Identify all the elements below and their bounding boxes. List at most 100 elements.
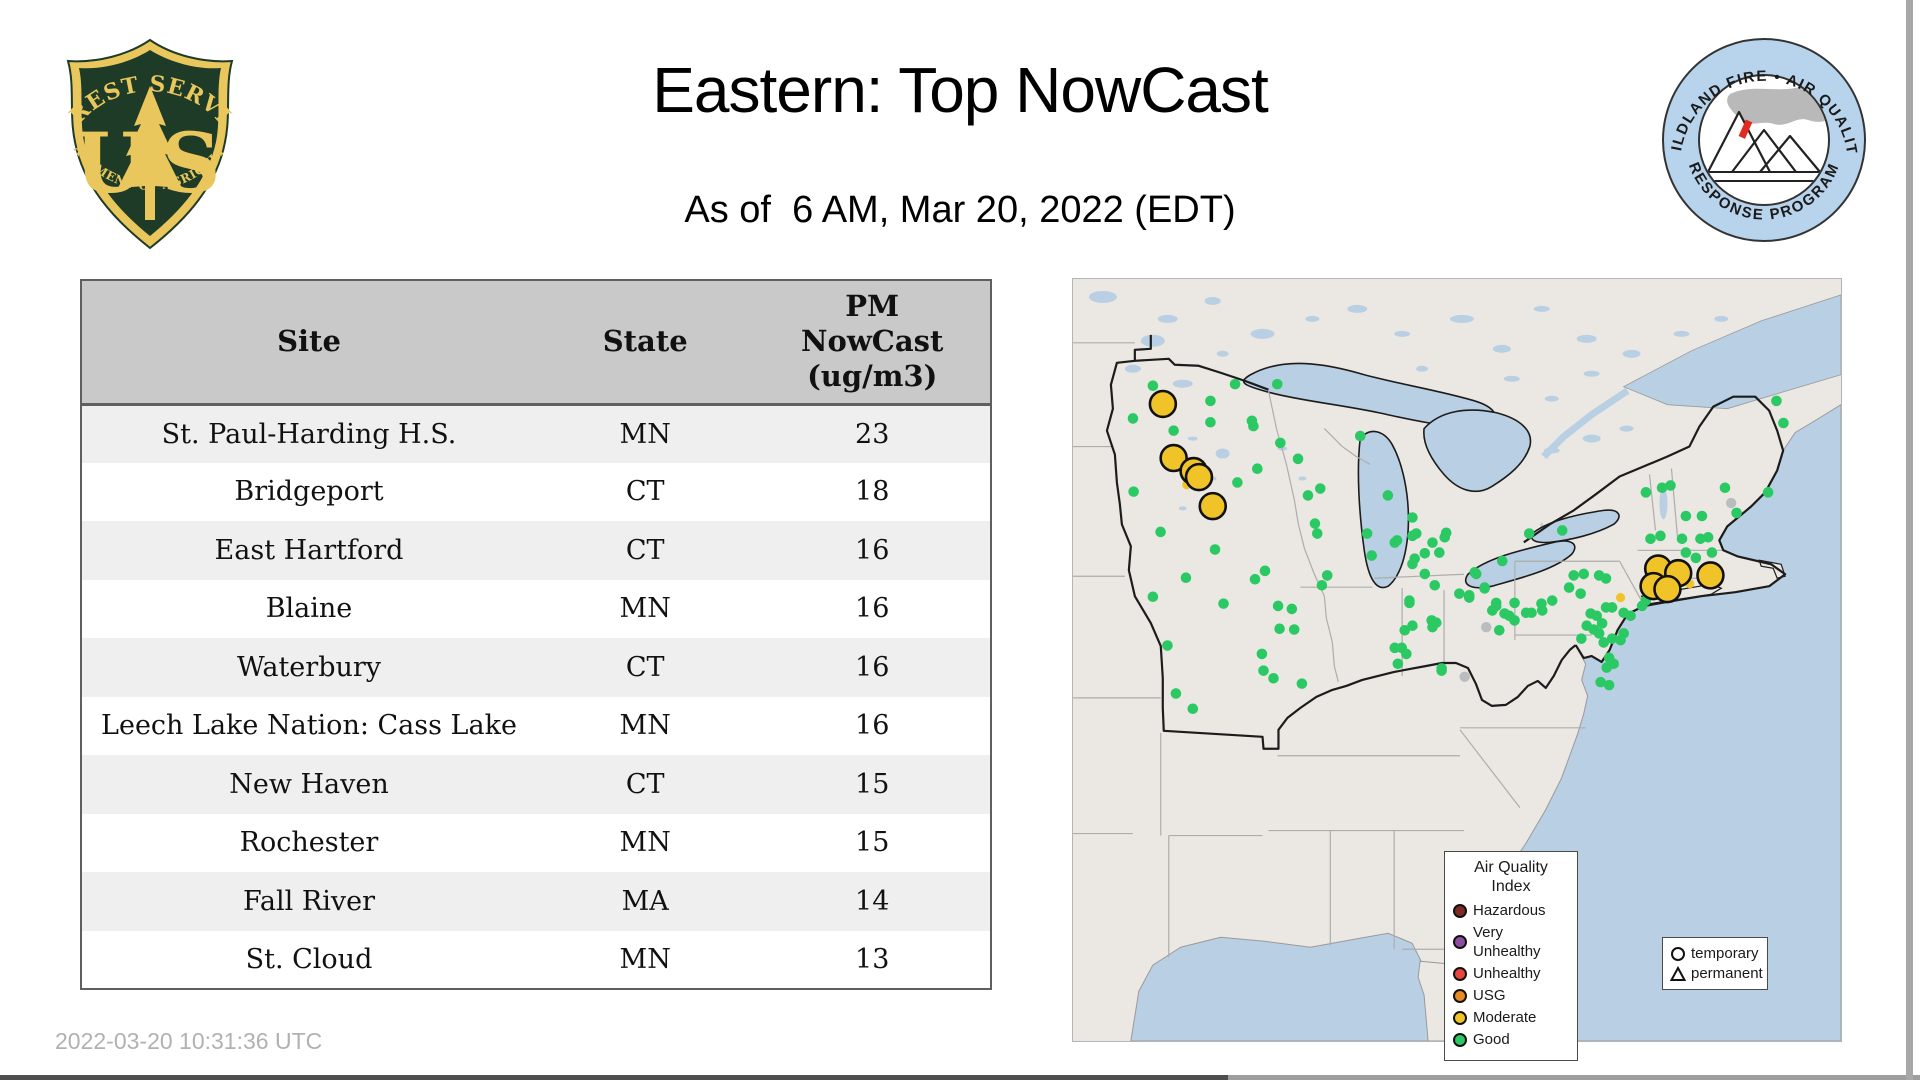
marker-good bbox=[1546, 595, 1558, 606]
table-row: New Haven CT 15 bbox=[81, 755, 991, 814]
marker-good bbox=[1162, 640, 1173, 651]
marker-good bbox=[1696, 510, 1708, 522]
marker-good bbox=[1598, 637, 1610, 648]
aqi-legend-label: Good bbox=[1473, 1031, 1510, 1048]
table-cell-pm: 13 bbox=[855, 943, 890, 975]
marker-good bbox=[1382, 490, 1394, 501]
marker-good bbox=[1354, 430, 1366, 442]
marker-good bbox=[1469, 567, 1480, 578]
marker-moderate-large bbox=[1184, 462, 1214, 492]
table-header-row: Site State PM NowCast (ug/m3) bbox=[81, 280, 991, 406]
marker-good bbox=[1232, 477, 1243, 488]
table-row: East Hartford CT 16 bbox=[81, 521, 991, 580]
aqi-color-dot bbox=[1453, 935, 1467, 949]
table-cell-pm: 23 bbox=[855, 418, 890, 450]
marker-good bbox=[1314, 483, 1326, 494]
marker-good bbox=[1275, 437, 1286, 449]
table-cell-site: New Haven bbox=[229, 768, 389, 800]
marker-good bbox=[1252, 463, 1263, 474]
column-header-site: Site bbox=[81, 280, 536, 406]
column-header-pm: PM NowCast (ug/m3) bbox=[754, 280, 991, 406]
marker-good bbox=[1302, 490, 1314, 501]
marker-good bbox=[1578, 568, 1590, 580]
table-cell-site: Bridgeport bbox=[234, 476, 384, 508]
marker-good bbox=[1719, 482, 1731, 494]
marker-good bbox=[1127, 413, 1139, 424]
marker-good bbox=[1454, 588, 1465, 599]
table-row: Bridgeport CT 18 bbox=[81, 462, 991, 521]
marker-good bbox=[1606, 633, 1618, 644]
marker-good bbox=[1762, 487, 1774, 498]
marker-good bbox=[1248, 420, 1259, 432]
table-cell-state: CT bbox=[625, 534, 665, 566]
marker-no-data bbox=[1481, 621, 1492, 633]
table-cell-pm: 16 bbox=[855, 710, 890, 742]
marker-good bbox=[1389, 642, 1401, 654]
aqi-legend-item: Very Unhealthy bbox=[1453, 923, 1569, 961]
aqi-legend-item: USG bbox=[1453, 986, 1569, 1005]
table-cell-state: MN bbox=[619, 593, 671, 625]
marker-good bbox=[1407, 512, 1418, 523]
marker-good bbox=[1180, 572, 1192, 584]
forest-service-logo: FOREST SERVICE DEPARTMENT OF AGRICULTURE… bbox=[40, 14, 250, 254]
marker-good bbox=[1311, 528, 1323, 539]
marker-good bbox=[1407, 620, 1418, 631]
marker-good bbox=[1680, 547, 1692, 558]
aqi-legend-label: Moderate bbox=[1473, 1009, 1537, 1026]
aqi-legend-label: Unhealthy bbox=[1473, 965, 1541, 982]
pine-tree-icon bbox=[118, 86, 182, 220]
marker-good bbox=[1187, 703, 1199, 715]
aqi-legend-label: USG bbox=[1473, 987, 1506, 1004]
table-cell-pm: 15 bbox=[855, 768, 890, 800]
marker-good bbox=[1419, 568, 1431, 580]
marker-good bbox=[1523, 528, 1535, 539]
marker-good bbox=[1147, 380, 1159, 392]
marker-good bbox=[1286, 603, 1298, 615]
column-header-state: State bbox=[536, 280, 755, 406]
temporary-circle-icon bbox=[1671, 946, 1685, 961]
table-cell-pm: 16 bbox=[855, 593, 890, 625]
marker-good bbox=[1731, 507, 1742, 519]
aqi-color-dot bbox=[1453, 988, 1467, 1003]
marker-good bbox=[1429, 580, 1441, 591]
generation-timestamp: 2022-03-20 10:31:36 UTC bbox=[55, 1028, 323, 1054]
marker-good bbox=[1595, 676, 1606, 688]
marker-good bbox=[1588, 624, 1600, 635]
marker-good bbox=[1229, 378, 1241, 390]
marker-good bbox=[1434, 547, 1445, 558]
table-cell-site: Waterbury bbox=[236, 651, 382, 683]
marker-good bbox=[1439, 532, 1451, 543]
marker-good bbox=[1503, 610, 1515, 622]
marker-moderate-large bbox=[1198, 491, 1228, 521]
marker-good bbox=[1591, 610, 1603, 622]
marker-good bbox=[1600, 573, 1612, 584]
aqi-legend-item: Good bbox=[1453, 1030, 1569, 1049]
marker-good bbox=[1618, 628, 1629, 639]
marker-good bbox=[1625, 610, 1636, 622]
table-cell-site: St. Cloud bbox=[245, 943, 373, 975]
table-row: Blaine MN 16 bbox=[81, 579, 991, 638]
marker-good bbox=[1170, 688, 1182, 699]
marker-good bbox=[1596, 618, 1608, 629]
mountains bbox=[1707, 110, 1821, 173]
marker-good bbox=[1391, 535, 1403, 546]
marker-good bbox=[1296, 678, 1308, 689]
marker-good bbox=[1536, 598, 1547, 609]
marker-good bbox=[1147, 591, 1159, 603]
marker-good bbox=[1316, 580, 1328, 591]
table-row: St. Cloud MN 13 bbox=[81, 930, 991, 989]
marker-good bbox=[1640, 487, 1652, 498]
marker-good bbox=[1509, 597, 1520, 609]
marker-good bbox=[1407, 558, 1418, 570]
table-row: Waterbury CT 16 bbox=[81, 638, 991, 697]
marker-good bbox=[1321, 570, 1333, 581]
marker-good bbox=[1479, 583, 1490, 594]
marker-good bbox=[1575, 588, 1586, 599]
table-cell-site: Rochester bbox=[239, 827, 379, 859]
marker-good bbox=[1656, 482, 1668, 494]
marker-good bbox=[1407, 530, 1418, 542]
marker-good bbox=[1771, 395, 1782, 407]
marker-good bbox=[1259, 565, 1271, 577]
table-cell-site: Blaine bbox=[265, 593, 353, 625]
marker-good bbox=[1399, 624, 1411, 636]
